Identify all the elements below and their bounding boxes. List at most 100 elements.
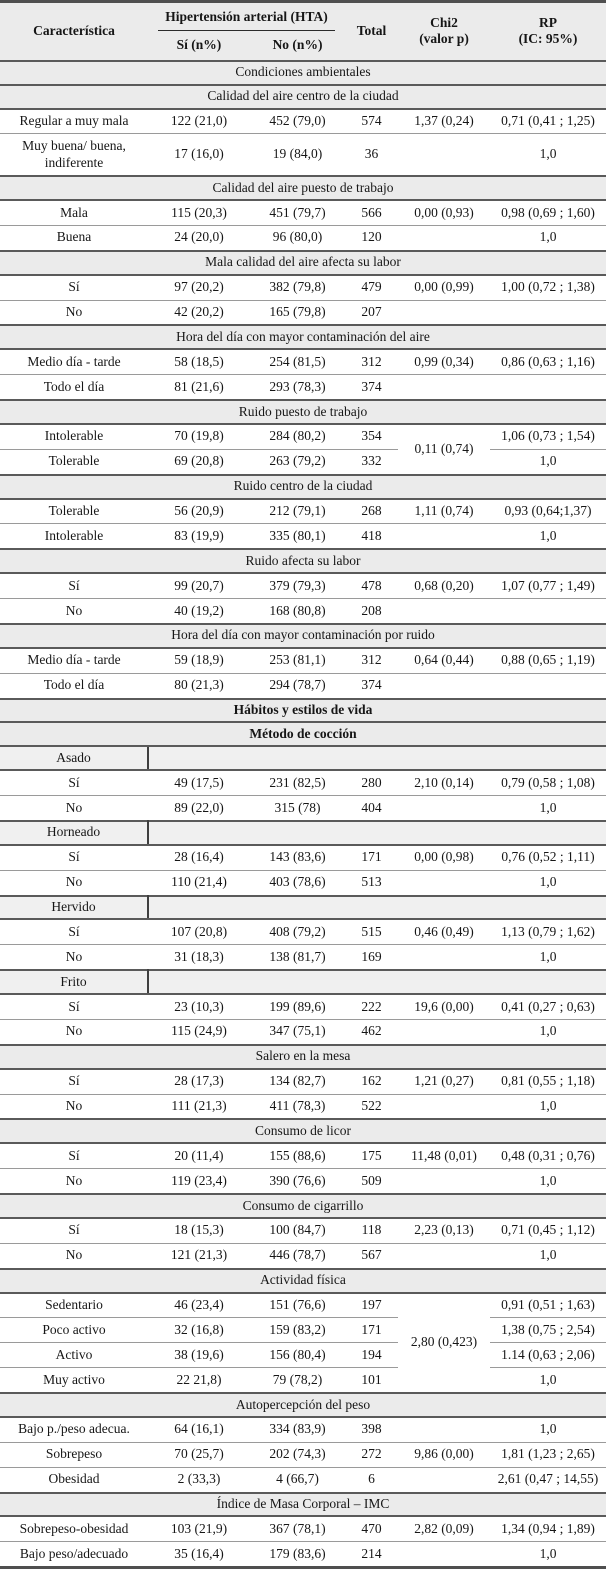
hta-no-cell: 199 (89,6) — [250, 993, 345, 1020]
section-row: Consumo de licor — [0, 1118, 606, 1145]
characteristic-cell: Tolerable — [0, 448, 148, 475]
rp-cell: 0,76 (0,52 ; 1,11) — [490, 844, 606, 871]
total-cell: 522 — [345, 1093, 398, 1120]
hta-si-cell: 121 (21,3) — [148, 1242, 250, 1269]
hta-no-cell: 452 (79,0) — [250, 107, 345, 134]
section-label: Ruido afecta su labor — [0, 548, 606, 575]
characteristic-cell: Todo el día — [0, 672, 148, 699]
chi2-cell: 1,11 (0,74) — [398, 497, 490, 524]
header-hta-no: No (n%) — [250, 34, 345, 61]
hta-no-cell: 379 (79,3) — [250, 572, 345, 599]
section-label: Ruido centro de la ciudad — [0, 473, 606, 500]
characteristic-cell: No — [0, 1093, 148, 1120]
chi2-cell — [398, 869, 490, 896]
table-row: Tolerable 56 (20,9) 212 (79,1) 268 1,11 (0,7… — [0, 497, 606, 524]
section-label: Salero en la mesa — [0, 1043, 606, 1070]
total-cell: 120 — [345, 224, 398, 251]
table-row: Intolerable 83 (19,9) 335 (80,1) 418 1,0 — [0, 523, 606, 550]
characteristic-cell: Tolerable — [0, 497, 148, 524]
table-row: Todo el día 81 (21,6) 293 (78,3) 374 — [0, 374, 606, 400]
total-cell: 312 — [345, 647, 398, 674]
total-cell: 418 — [345, 523, 398, 550]
total-cell: 354 — [345, 423, 398, 450]
total-cell: 566 — [345, 199, 398, 226]
header-hta-group: Hipertensión arterial (HTA) — [148, 1, 345, 35]
header-characteristic: Característica — [0, 1, 148, 61]
rp-cell: 1,0 — [490, 523, 606, 550]
hta-si-cell: 28 (17,3) — [148, 1068, 250, 1094]
chi2-cell — [398, 523, 490, 550]
characteristic-cell: Buena — [0, 224, 148, 251]
header-hta-group-label: Hipertensión arterial (HTA) — [158, 7, 335, 31]
total-cell: 6 — [345, 1466, 398, 1493]
hta-si-cell: 42 (20,2) — [148, 299, 250, 326]
hta-si-cell: 17 (16,0) — [148, 133, 250, 177]
hta-si-cell: 83 (19,9) — [148, 523, 250, 550]
total-cell: 208 — [345, 597, 398, 624]
table-header: Característica Hipertensión arterial (HT… — [0, 1, 606, 61]
characteristic-cell: No — [0, 299, 148, 326]
hta-no-cell: 315 (78) — [250, 794, 345, 821]
hta-no-cell: 100 (84,7) — [250, 1217, 345, 1244]
hta-no-cell: 347 (75,1) — [250, 1018, 345, 1045]
chi2-cell — [398, 1416, 490, 1443]
section-label: Calidad del aire centro de la ciudad — [0, 83, 606, 110]
total-cell: 169 — [345, 944, 398, 971]
table-row: Sí 28 (16,4) 143 (83,6) 171 0,00 (0,98) 0,76 … — [0, 844, 606, 871]
section-label: Hora del día con mayor contaminación por… — [0, 622, 606, 649]
characteristic-cell: Sí — [0, 572, 148, 599]
total-cell: 479 — [345, 274, 398, 300]
section-row: Calidad del aire puesto de trabajo — [0, 175, 606, 201]
hta-si-cell: 24 (20,0) — [148, 224, 250, 251]
chi2-cell — [398, 597, 490, 624]
chi2-cell: 0,46 (0,49) — [398, 918, 490, 945]
chi2-cell: 0,00 (0,98) — [398, 844, 490, 871]
characteristic-cell: Muy buena/ buena, indiferente — [0, 133, 148, 177]
rp-cell — [490, 374, 606, 400]
chi2-cell — [398, 1466, 490, 1493]
chi2-cell — [398, 1018, 490, 1045]
category-label: Horneado — [0, 819, 149, 846]
table-row: Sí 28 (17,3) 134 (82,7) 162 1,21 (0,27) 0,81 … — [0, 1068, 606, 1094]
hta-no-cell: 134 (82,7) — [250, 1068, 345, 1094]
category-label: Hervido — [0, 894, 149, 921]
rp-cell: 0,98 (0,69 ; 1,60) — [490, 199, 606, 226]
hta-si-cell: 103 (21,9) — [148, 1515, 250, 1542]
table-row: Mala 115 (20,3) 451 (79,7) 566 0,00 (0,93) 0,… — [0, 199, 606, 226]
table-row: Todo el día 80 (21,3) 294 (78,7) 374 — [0, 672, 606, 699]
hta-no-cell: 335 (80,1) — [250, 523, 345, 550]
section-label: Método de cocción — [0, 721, 606, 748]
rp-cell: 1,0 — [490, 1093, 606, 1120]
rp-cell: 0,91 (0,51 ; 1,63) — [490, 1291, 606, 1318]
chi2-cell: 0,99 (0,34) — [398, 348, 490, 375]
chi2-cell: 1,21 (0,27) — [398, 1068, 490, 1094]
hta-no-cell: 294 (78,7) — [250, 672, 345, 699]
section-label: Condiciones ambientales — [0, 59, 606, 86]
characteristic-cell: Activo — [0, 1342, 148, 1368]
chi2-cell — [398, 224, 490, 251]
rp-cell: 1.14 (0,63 ; 2,06) — [490, 1342, 606, 1368]
chi2-cell — [398, 299, 490, 326]
hta-si-cell: 23 (10,3) — [148, 993, 250, 1020]
section-row: Consumo de cigarrillo — [0, 1193, 606, 1219]
characteristic-cell: No — [0, 1242, 148, 1269]
chi2-cell: 2,23 (0,13) — [398, 1217, 490, 1244]
hta-no-cell: 96 (80,0) — [250, 224, 345, 251]
total-cell: 312 — [345, 348, 398, 375]
hta-no-cell: 138 (81,7) — [250, 944, 345, 971]
characteristic-cell: Sí — [0, 1142, 148, 1169]
characteristic-cell: Sí — [0, 918, 148, 945]
hta-si-cell: 35 (16,4) — [148, 1541, 250, 1568]
characteristic-cell: Sí — [0, 274, 148, 300]
characteristic-cell: Sí — [0, 769, 148, 796]
characteristic-cell: Obesidad — [0, 1466, 148, 1493]
table-row: Sí 20 (11,4) 155 (88,6) 175 11,48 (0,01) 0,48… — [0, 1142, 606, 1169]
hta-no-cell: 284 (80,2) — [250, 423, 345, 450]
section-label: Autopercepción del peso — [0, 1392, 606, 1418]
rp-cell: 0,93 (0,64;1,37) — [490, 497, 606, 524]
hta-si-cell: 122 (21,0) — [148, 107, 250, 134]
header-rp: RP (IC: 95%) — [490, 1, 606, 61]
characteristic-cell: Sí — [0, 844, 148, 871]
table-body: Condiciones ambientales Calidad del aire … — [0, 59, 606, 1568]
